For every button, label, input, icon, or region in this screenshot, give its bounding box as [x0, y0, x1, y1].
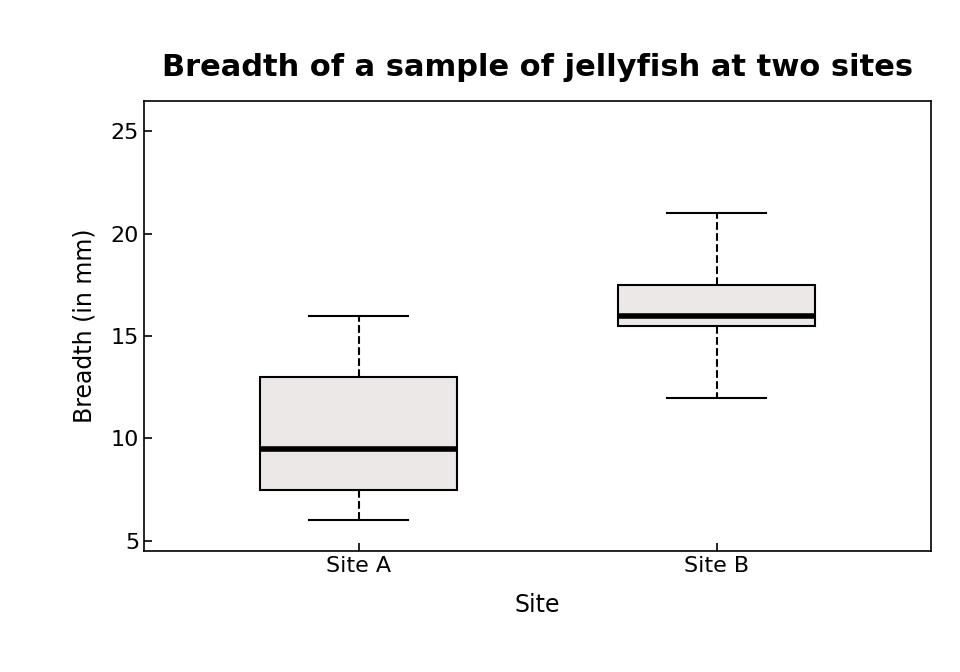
Title: Breadth of a sample of jellyfish at two sites: Breadth of a sample of jellyfish at two …	[162, 53, 913, 82]
Y-axis label: Breadth (in mm): Breadth (in mm)	[73, 228, 97, 423]
X-axis label: Site: Site	[515, 593, 561, 617]
PathPatch shape	[260, 377, 457, 490]
PathPatch shape	[618, 285, 815, 326]
